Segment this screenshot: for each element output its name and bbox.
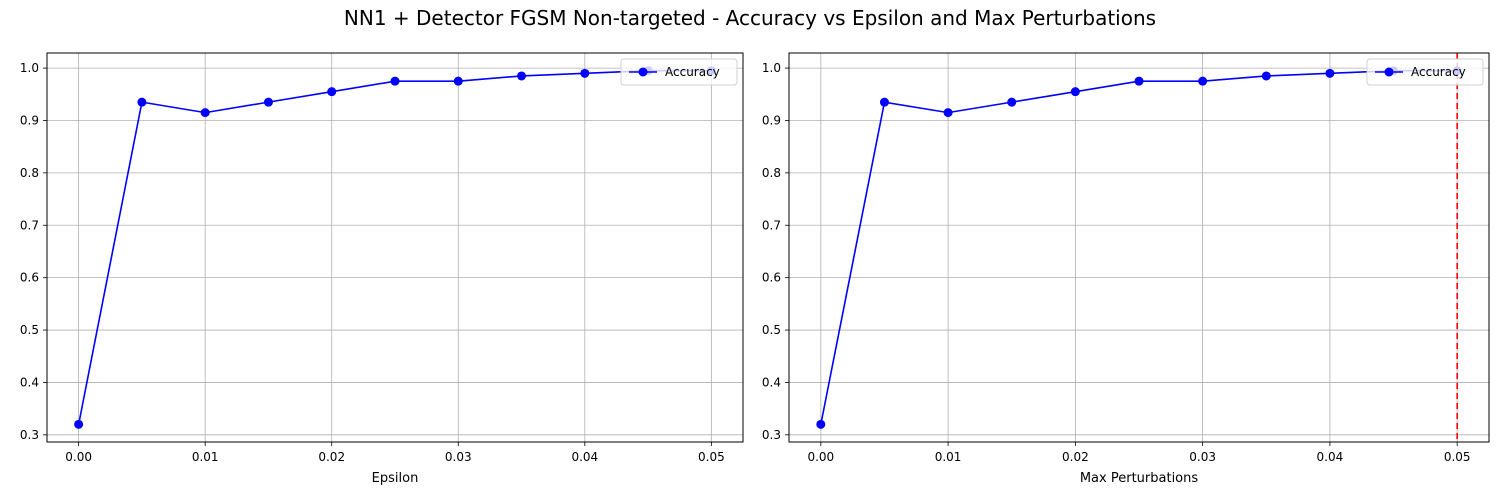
data-point [1134,76,1144,86]
y-tick-label: 0.5 [762,323,781,337]
data-point [580,68,590,78]
data-point [1198,76,1208,86]
y-tick-label: 0.6 [20,271,39,285]
plot-frame [788,52,1490,443]
x-tick-label: 0.01 [192,450,219,464]
legend-box [620,58,738,86]
data-point [327,87,337,97]
y-tick-label: 0.5 [20,323,39,337]
data-point [517,71,527,81]
data-point [1261,71,1271,81]
data-point [200,108,210,118]
x-tick-label: 0.05 [698,450,725,464]
y-tick-label: 0.6 [762,271,781,285]
y-tick-label: 0.9 [20,113,39,127]
legend-box [1366,58,1484,86]
figure-title: NN1 + Detector FGSM Non-targeted - Accur… [343,6,1157,30]
legend: Accuracy [1366,58,1484,86]
y-tick-label: 1.0 [762,61,781,75]
y-tick-label: 0.8 [20,166,39,180]
data-point [74,419,84,429]
legend: Accuracy [620,58,738,86]
x-axis-label: Epsilon [372,471,419,486]
data-point [943,108,953,118]
x-tick-label: 0.04 [571,450,598,464]
y-tick-label: 0.3 [20,428,39,442]
y-tick-label: 0.3 [762,428,781,442]
data-point [390,76,400,86]
data-point [263,97,273,107]
y-tick-label: 0.4 [762,375,781,389]
series-line [820,69,1458,425]
legend-label: Accuracy [1411,65,1466,79]
x-tick-label: 0.04 [1317,450,1344,464]
data-point [816,419,826,429]
data-point [453,76,463,86]
legend-marker [1384,67,1394,77]
y-tick-label: 0.7 [20,218,39,232]
legend-label: Accuracy [665,65,720,79]
chart-panel-2: 0.00 0.01 0.02 0.03 0.04 0.05 0.3 0.4 0.5 0.6 0.7 0… [762,52,1490,486]
chart-panel-1: 0.00 0.01 0.02 0.03 0.04 0.05 0.3 0.4 0.5 0.6 0.7 0… [20,52,744,486]
data-point [137,97,147,107]
data-point [1007,97,1017,107]
x-tick-label: 0.00 [65,450,92,464]
data-point [1070,87,1080,97]
y-tick-label: 0.7 [762,218,781,232]
data-point [1325,68,1335,78]
x-tick-label: 0.01 [935,450,962,464]
x-tick-label: 0.05 [1444,450,1471,464]
y-tick-label: 0.4 [20,375,39,389]
plot-frame [46,52,744,443]
legend-marker [638,67,648,77]
x-tick-label: 0.03 [1189,450,1216,464]
series-line [77,69,712,425]
x-axis-label: Max Perturbations [1080,471,1199,486]
y-tick-label: 0.9 [762,113,781,127]
x-tick-label: 0.02 [318,450,345,464]
y-tick-label: 0.8 [762,166,781,180]
y-tick-label: 1.0 [20,61,39,75]
x-tick-label: 0.02 [1062,450,1089,464]
x-tick-label: 0.03 [445,450,472,464]
data-point [879,97,889,107]
x-tick-label: 0.00 [807,450,834,464]
